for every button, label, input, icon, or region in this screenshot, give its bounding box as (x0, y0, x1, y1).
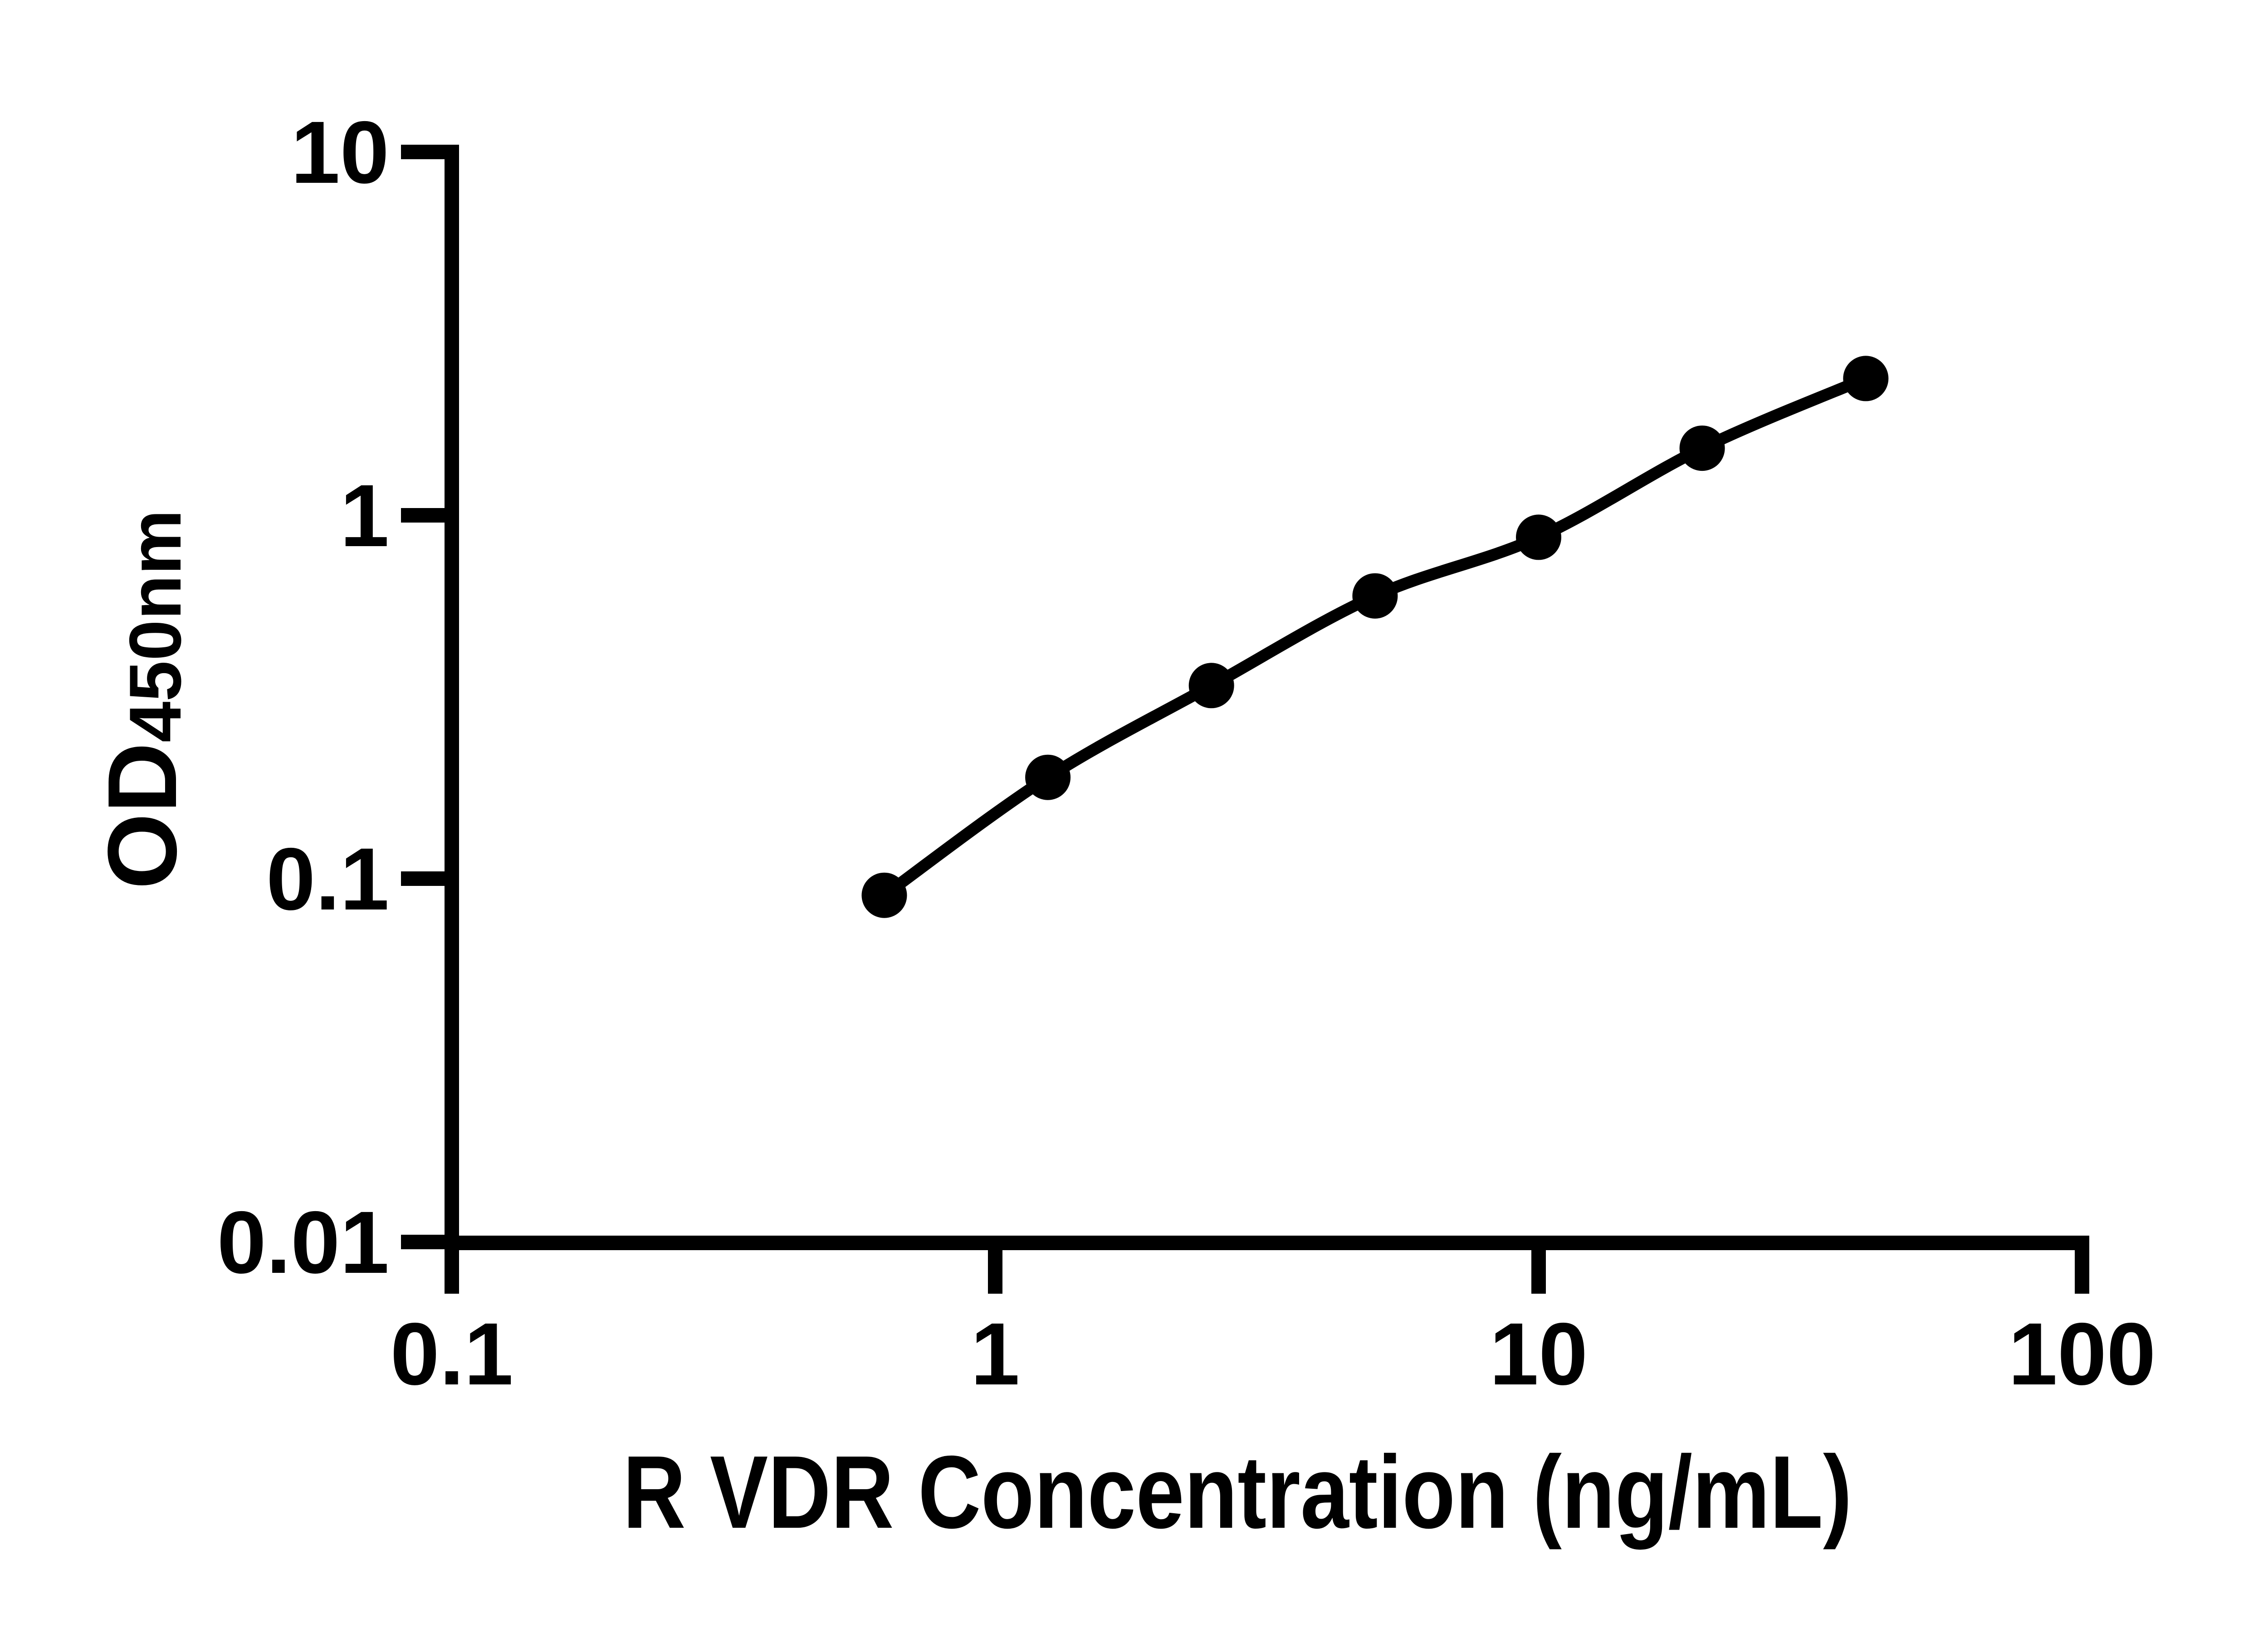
x-tick-label: 1 (971, 1305, 1020, 1403)
data-point-marker (1025, 754, 1071, 800)
x-axis-title: R VDR Concentration (ng/mL) (623, 1435, 1852, 1550)
y-axis-title-main: OD (87, 743, 197, 890)
data-point-marker (861, 872, 907, 918)
data-point-marker (1516, 514, 1561, 560)
y-tick-label: 0.01 (217, 1193, 389, 1292)
data-point-marker (1352, 573, 1398, 619)
x-tick-label: 100 (2008, 1305, 2156, 1403)
y-axis-title-subscript: 450nm (114, 509, 196, 742)
x-axis-ticks (445, 1243, 2089, 1294)
y-tick-label: 10 (291, 103, 389, 202)
axes (445, 145, 2089, 1250)
data-point-marker (1679, 425, 1725, 471)
x-tick-label: 0.1 (390, 1305, 513, 1403)
y-axis-title: OD450nm (87, 509, 197, 889)
y-tick-label: 1 (340, 466, 389, 565)
x-tick-label: 10 (1490, 1305, 1588, 1403)
y-tick-label: 0.1 (266, 830, 389, 929)
data-point-marker (1188, 663, 1234, 709)
x-axis-tick-labels: 0.1 1 10 100 (390, 1305, 2156, 1403)
y-axis-tick-labels: 10 1 0.1 0.01 (217, 103, 389, 1292)
standard-curve-points (861, 356, 1889, 918)
y-axis-ticks (401, 145, 452, 1249)
data-point-marker (1843, 356, 1889, 401)
